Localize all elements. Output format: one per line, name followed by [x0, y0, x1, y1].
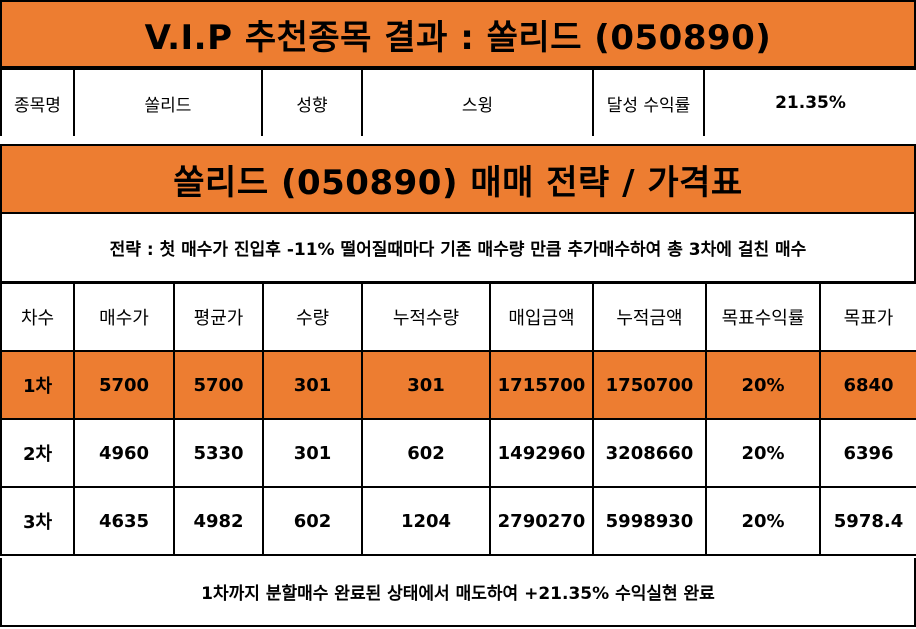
header-target-price: 목표가	[819, 282, 916, 352]
cell-target-price: 6396	[819, 418, 916, 488]
table-row: 1차 5700 5700 301 301 1715700 1750700 20%…	[0, 350, 916, 420]
cell-cum-quantity: 1204	[361, 486, 491, 556]
cell-buy-amount: 2790270	[489, 486, 594, 556]
stock-info-table: 종목명 쏠리드 성향 스윙 달성 수익률 21.35%	[0, 68, 916, 138]
header-buy-price: 매수가	[73, 282, 175, 352]
cell-round: 1차	[0, 350, 75, 420]
cell-cum-amount: 3208660	[592, 418, 707, 488]
cell-target-price: 5978.4	[819, 486, 916, 556]
cell-cum-quantity: 602	[361, 418, 491, 488]
result-footer: 1차까지 분할매수 완료된 상태에서 매도하여 +21.35% 수익실현 완료	[0, 558, 916, 627]
strategy-description: 전략 : 첫 매수가 진입후 -11% 떨어질때마다 기존 매수량 만큼 추가매…	[0, 213, 916, 283]
table-row: 3차 4635 4982 602 1204 2790270 5998930 20…	[0, 486, 916, 556]
page-title: V.I.P 추천종목 결과 : 쏠리드 (050890)	[0, 0, 916, 68]
price-table: 차수 매수가 평균가 수량 누적수량 매입금액 누적금액 목표수익률 목표가 1…	[0, 282, 916, 556]
cell-buy-amount: 1492960	[489, 418, 594, 488]
cell-buy-price: 4635	[73, 486, 175, 556]
cell-round: 2차	[0, 418, 75, 488]
return-label: 달성 수익률	[592, 68, 705, 138]
cell-cum-amount: 5998930	[592, 486, 707, 556]
style-label: 성향	[261, 68, 363, 138]
cell-cum-amount: 1750700	[592, 350, 707, 420]
cell-avg-price: 5700	[173, 350, 264, 420]
cell-target-return: 20%	[705, 350, 821, 420]
cell-buy-price: 5700	[73, 350, 175, 420]
section-gap	[0, 136, 916, 144]
table-header-row: 차수 매수가 평균가 수량 누적수량 매입금액 누적금액 목표수익률 목표가	[0, 282, 916, 352]
header-buy-amount: 매입금액	[489, 282, 594, 352]
header-cum-amount: 누적금액	[592, 282, 707, 352]
stock-name-label: 종목명	[0, 68, 75, 138]
cell-quantity: 602	[262, 486, 363, 556]
header-target-return: 목표수익률	[705, 282, 821, 352]
cell-avg-price: 5330	[173, 418, 264, 488]
cell-buy-amount: 1715700	[489, 350, 594, 420]
stock-name-value: 쏠리드	[73, 68, 263, 138]
header-cum-quantity: 누적수량	[361, 282, 491, 352]
header-quantity: 수량	[262, 282, 363, 352]
cell-target-return: 20%	[705, 486, 821, 556]
cell-quantity: 301	[262, 418, 363, 488]
cell-target-price: 6840	[819, 350, 916, 420]
header-avg-price: 평균가	[173, 282, 264, 352]
return-value: 21.35%	[703, 68, 916, 138]
cell-avg-price: 4982	[173, 486, 264, 556]
cell-target-return: 20%	[705, 418, 821, 488]
cell-buy-price: 4960	[73, 418, 175, 488]
cell-cum-quantity: 301	[361, 350, 491, 420]
cell-round: 3차	[0, 486, 75, 556]
table-row: 2차 4960 5330 301 602 1492960 3208660 20%…	[0, 418, 916, 488]
strategy-title: 쏠리드 (050890) 매매 전략 / 가격표	[0, 144, 916, 214]
style-value: 스윙	[361, 68, 594, 138]
cell-quantity: 301	[262, 350, 363, 420]
header-round: 차수	[0, 282, 75, 352]
